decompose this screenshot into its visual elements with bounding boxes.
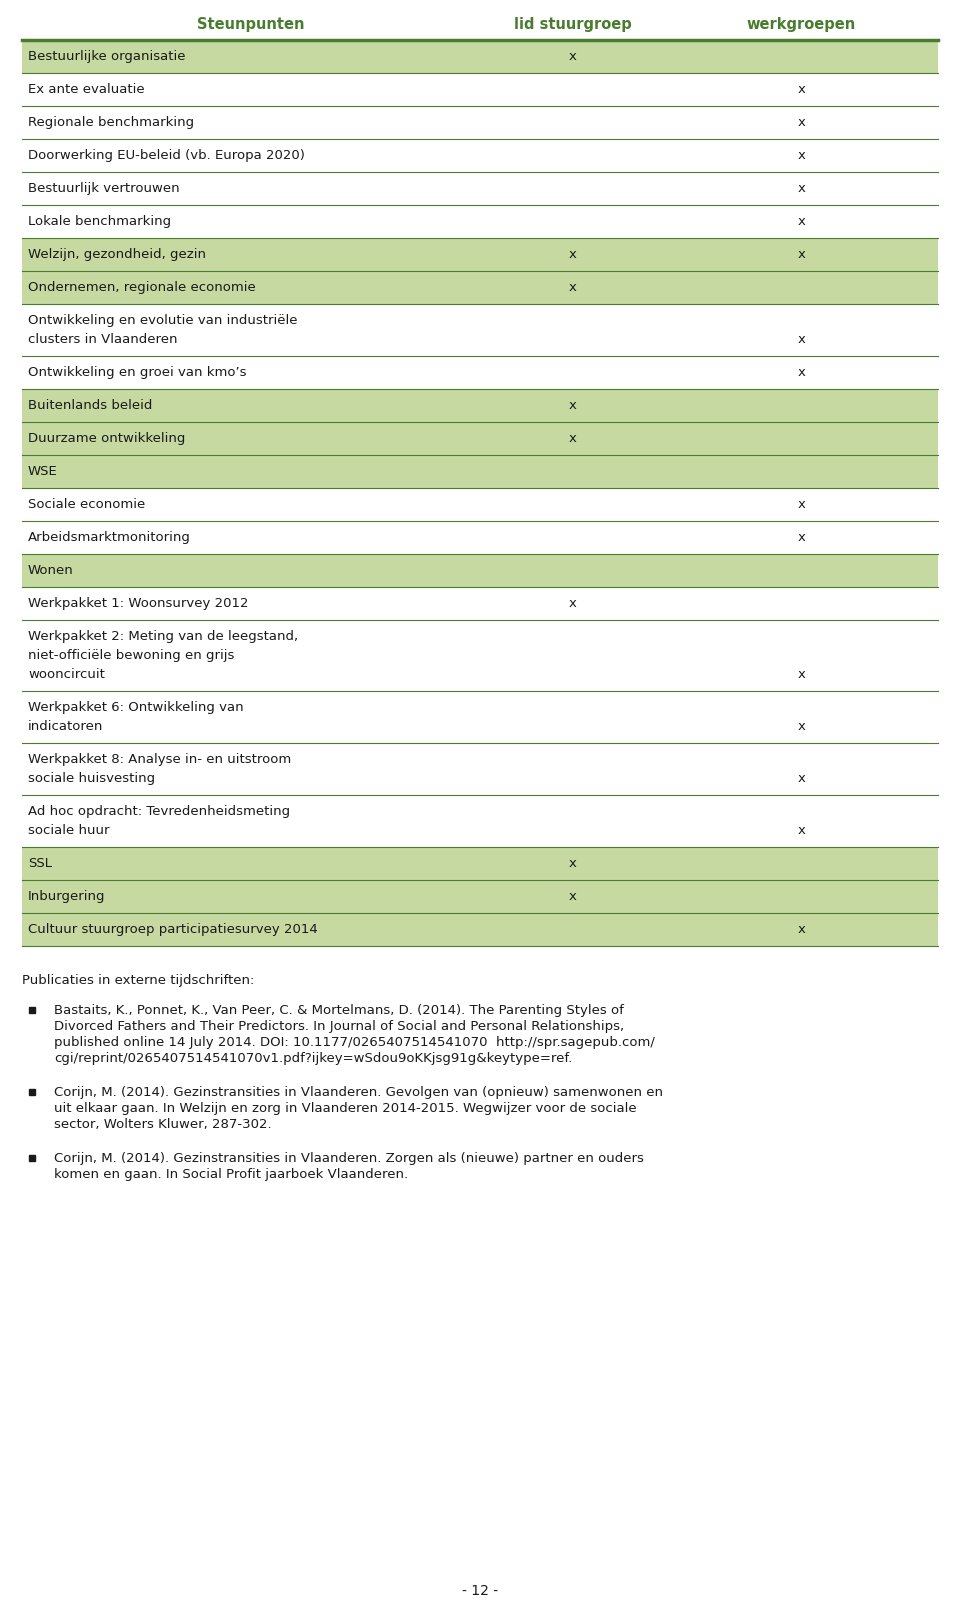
Text: Bastaits, K., Ponnet, K., Van Peer, C. & Mortelmans, D. (2014). The Parenting St: Bastaits, K., Ponnet, K., Van Peer, C. &… (54, 1003, 624, 1018)
Bar (22, 455, 938, 489)
Bar (22, 587, 938, 619)
Text: Ontwikkeling en evolutie van industriële: Ontwikkeling en evolutie van industriële (28, 315, 298, 327)
Bar (22, 690, 938, 744)
Text: x: x (798, 498, 805, 511)
Bar (22, 744, 938, 795)
Text: Werkpakket 6: Ontwikkeling van: Werkpakket 6: Ontwikkeling van (28, 702, 244, 715)
Bar (22, 489, 938, 521)
Text: sociale huisvesting: sociale huisvesting (28, 773, 156, 786)
Text: x: x (798, 332, 805, 347)
Text: Ad hoc opdracht: Tevredenheidsmeting: Ad hoc opdracht: Tevredenheidsmeting (28, 805, 290, 818)
Text: Corijn, M. (2014). Gezinstransities in Vlaanderen. Zorgen als (nieuwe) partner e: Corijn, M. (2014). Gezinstransities in V… (54, 1152, 644, 1165)
Bar (22, 847, 938, 881)
Text: Arbeidsmarktmonitoring: Arbeidsmarktmonitoring (28, 531, 191, 544)
Bar (22, 521, 938, 553)
Bar (22, 619, 938, 690)
Text: Buitenlands beleid: Buitenlands beleid (28, 398, 153, 411)
Text: Bestuurlijke organisatie: Bestuurlijke organisatie (28, 50, 185, 63)
Bar (22, 73, 938, 106)
Text: Bestuurlijk vertrouwen: Bestuurlijk vertrouwen (28, 182, 180, 195)
Text: x: x (798, 248, 805, 261)
Text: x: x (798, 668, 805, 681)
Text: Wonen: Wonen (28, 565, 74, 577)
Text: indicatoren: indicatoren (28, 719, 104, 732)
Text: lid stuurgroep: lid stuurgroep (514, 16, 632, 32)
Text: Publicaties in externe tijdschriften:: Publicaties in externe tijdschriften: (22, 974, 254, 987)
Bar (22, 303, 938, 356)
Text: x: x (568, 281, 576, 294)
Text: wooncircuit: wooncircuit (28, 668, 105, 681)
Text: Cultuur stuurgroep participatiesurvey 2014: Cultuur stuurgroep participatiesurvey 20… (28, 923, 318, 936)
Bar (22, 40, 938, 73)
Text: Regionale benchmarking: Regionale benchmarking (28, 116, 194, 129)
Bar (22, 881, 938, 913)
Text: Doorwerking EU-beleid (vb. Europa 2020): Doorwerking EU-beleid (vb. Europa 2020) (28, 148, 305, 161)
Bar (22, 139, 938, 173)
Text: x: x (798, 366, 805, 379)
Text: x: x (568, 50, 576, 63)
Text: Steunpunten: Steunpunten (197, 16, 304, 32)
Text: sociale huur: sociale huur (28, 824, 109, 837)
Text: x: x (568, 248, 576, 261)
Text: niet-officiële bewoning en grijs: niet-officiële bewoning en grijs (28, 648, 234, 661)
Bar (22, 239, 938, 271)
Text: Welzijn, gezondheid, gezin: Welzijn, gezondheid, gezin (28, 248, 206, 261)
Text: Werkpakket 1: Woonsurvey 2012: Werkpakket 1: Woonsurvey 2012 (28, 597, 249, 610)
Bar (22, 271, 938, 303)
Text: komen en gaan. In Social Profit jaarboek Vlaanderen.: komen en gaan. In Social Profit jaarboek… (54, 1168, 408, 1181)
Text: x: x (568, 890, 576, 903)
Text: x: x (798, 773, 805, 786)
Text: Ex ante evaluatie: Ex ante evaluatie (28, 82, 145, 97)
Text: x: x (798, 116, 805, 129)
Bar (22, 106, 938, 139)
Text: x: x (798, 923, 805, 936)
Text: WSE: WSE (28, 465, 58, 477)
Text: x: x (798, 215, 805, 227)
Bar (22, 795, 938, 847)
Text: x: x (568, 597, 576, 610)
Text: x: x (568, 857, 576, 869)
Text: x: x (798, 531, 805, 544)
Text: x: x (798, 182, 805, 195)
Bar (22, 553, 938, 587)
Text: x: x (798, 719, 805, 732)
Text: Sociale economie: Sociale economie (28, 498, 145, 511)
Text: x: x (798, 824, 805, 837)
Bar (22, 205, 938, 239)
Bar (22, 173, 938, 205)
Text: Ontwikkeling en groei van kmo’s: Ontwikkeling en groei van kmo’s (28, 366, 247, 379)
Bar (22, 913, 938, 945)
Text: SSL: SSL (28, 857, 52, 869)
Text: Inburgering: Inburgering (28, 890, 106, 903)
Text: Ondernemen, regionale economie: Ondernemen, regionale economie (28, 281, 255, 294)
Text: Corijn, M. (2014). Gezinstransities in Vlaanderen. Gevolgen van (opnieuw) samenw: Corijn, M. (2014). Gezinstransities in V… (54, 1086, 663, 1098)
Text: x: x (568, 432, 576, 445)
Bar (22, 356, 938, 389)
Text: Lokale benchmarking: Lokale benchmarking (28, 215, 171, 227)
Text: x: x (798, 82, 805, 97)
Text: uit elkaar gaan. In Welzijn en zorg in Vlaanderen 2014-2015. Wegwijzer voor de s: uit elkaar gaan. In Welzijn en zorg in V… (54, 1102, 636, 1115)
Text: werkgroepen: werkgroepen (747, 16, 856, 32)
Bar (22, 389, 938, 423)
Text: x: x (568, 398, 576, 411)
Text: Werkpakket 8: Analyse in- en uitstroom: Werkpakket 8: Analyse in- en uitstroom (28, 753, 291, 766)
Text: clusters in Vlaanderen: clusters in Vlaanderen (28, 332, 178, 347)
Text: Divorced Fathers and Their Predictors. In Journal of Social and Personal Relatio: Divorced Fathers and Their Predictors. I… (54, 1019, 624, 1032)
Bar (22, 423, 938, 455)
Text: Werkpakket 2: Meting van de leegstand,: Werkpakket 2: Meting van de leegstand, (28, 631, 299, 644)
Text: - 12 -: - 12 - (462, 1584, 498, 1598)
Text: sector, Wolters Kluwer, 287-302.: sector, Wolters Kluwer, 287-302. (54, 1118, 272, 1131)
Text: Duurzame ontwikkeling: Duurzame ontwikkeling (28, 432, 185, 445)
Text: x: x (798, 148, 805, 161)
Text: cgi/reprint/0265407514541070v1.pdf?ijkey=wSdou9oKKjsg91g&keytype=ref.: cgi/reprint/0265407514541070v1.pdf?ijkey… (54, 1052, 572, 1065)
Text: published online 14 July 2014. DOI: 10.1177/0265407514541070  http://spr.sagepub: published online 14 July 2014. DOI: 10.1… (54, 1036, 655, 1048)
